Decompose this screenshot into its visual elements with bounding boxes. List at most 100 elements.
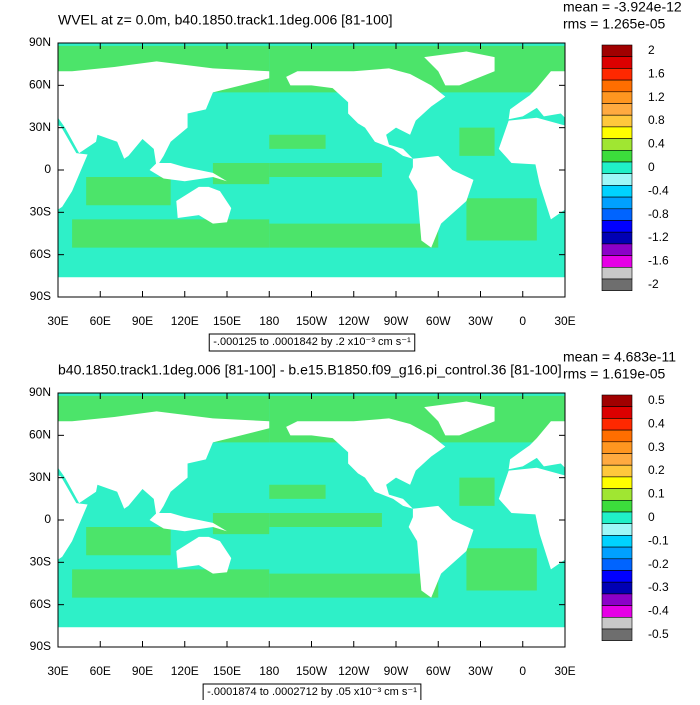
x-tick-label: 30E	[47, 314, 68, 328]
colorbar-box	[601, 535, 633, 548]
green-region	[269, 573, 439, 598]
green-region	[72, 569, 270, 598]
green-region	[269, 223, 439, 248]
colorbar-label: -0.5	[648, 627, 669, 641]
info-text: -.000125 to .0001842 by .2 x10⁻³ cm s⁻¹	[213, 336, 411, 348]
colorbar-box	[601, 581, 633, 595]
colorbar-label: 0.5	[648, 393, 665, 407]
colorbar-box	[601, 558, 633, 571]
land	[408, 155, 474, 248]
y-tick-label: 60S	[30, 247, 51, 261]
green-region	[459, 127, 495, 156]
green-region	[466, 198, 537, 241]
x-tick-label: 180	[259, 314, 279, 328]
green-region	[212, 162, 270, 185]
colorbar-label: 0.2	[648, 463, 665, 477]
colorbar-box	[601, 150, 633, 163]
colorbar-label: -0.2	[648, 557, 669, 571]
y-tick-label: 90N	[29, 35, 51, 49]
x-tick-label: 150W	[296, 314, 328, 328]
colorbar-label: 2	[648, 43, 655, 57]
colorbar-box	[601, 278, 633, 291]
y-tick-label: 30S	[30, 555, 51, 569]
x-tick-label: 0	[519, 314, 526, 328]
colorbar-box	[601, 91, 633, 104]
map-panel: 30E 60E 90E 120E 150E 180 150W 120W 90W 60W 30W 0 30…	[0, 349, 700, 702]
x-tick-label: 90W	[384, 664, 409, 678]
x-tick-label: 30E	[554, 314, 575, 328]
green-region	[459, 477, 495, 506]
colorbar-box	[601, 243, 633, 256]
colorbar-box	[601, 44, 633, 57]
green-region	[269, 512, 382, 528]
y-tick-label: 60N	[29, 78, 51, 92]
colorbar-box	[601, 406, 633, 419]
colorbar-box	[601, 185, 633, 198]
land	[683, 537, 700, 574]
land	[176, 186, 232, 224]
mean-stat: mean = 4.683e-11	[563, 349, 676, 365]
green-region	[466, 548, 537, 591]
green-region	[0, 548, 30, 590]
green-region	[0, 198, 30, 240]
colorbar-box	[601, 616, 633, 630]
green-region	[212, 512, 270, 535]
colorbar-box	[601, 441, 633, 454]
x-tick-label: 120W	[338, 314, 370, 328]
panel-title: b40.1850.track1.1deg.006 [81-100] - b.e1…	[58, 362, 562, 378]
colorbar-box	[601, 523, 633, 536]
colorbar-box	[601, 453, 633, 466]
colorbar-box	[601, 488, 633, 501]
info-box: -.0001874 to .0002712 by .05 x10⁻³ cm s⁻…	[202, 683, 422, 702]
colorbar-box	[601, 429, 633, 443]
colorbar-box	[601, 499, 633, 513]
green-region	[269, 134, 326, 149]
land	[683, 187, 700, 224]
colorbar-label: 1.2	[648, 90, 665, 104]
green-region	[269, 162, 382, 178]
colorbar-box	[601, 196, 633, 210]
land	[286, 418, 446, 509]
map-fill	[0, 43, 700, 297]
x-tick-label: 90E	[132, 314, 153, 328]
land	[424, 401, 495, 436]
colorbar-label: -2	[648, 277, 659, 291]
colorbar-box	[601, 476, 633, 489]
land	[657, 163, 700, 181]
colorbar-label: -0.8	[648, 207, 669, 221]
green-region	[86, 527, 171, 556]
colorbar-label: 0.3	[648, 440, 665, 454]
colorbar-label: 0	[648, 510, 655, 524]
colorbar-box	[601, 464, 633, 478]
x-tick-label: 60W	[426, 664, 451, 678]
land	[286, 68, 446, 159]
colorbar-label: -1.6	[648, 254, 669, 268]
y-tick-label: 90S	[30, 289, 51, 303]
green-region	[72, 219, 270, 248]
x-tick-label: 90E	[132, 664, 153, 678]
x-tick-label: 0	[519, 664, 526, 678]
colorbar-box	[601, 173, 633, 186]
colorbar-label: 0.4	[648, 416, 665, 430]
x-tick-label: 180	[259, 664, 279, 678]
x-tick-label: 30E	[47, 664, 68, 678]
land	[508, 421, 565, 470]
colorbar-label: 1.6	[648, 66, 665, 80]
y-tick-label: 0	[44, 162, 51, 176]
y-tick-label: 90N	[29, 385, 51, 399]
colorbar-box	[601, 161, 633, 174]
colorbar-label: -0.4	[648, 604, 669, 618]
x-tick-label: 150W	[296, 664, 328, 678]
colorbar-label: -0.1	[648, 533, 669, 547]
colorbar-box	[601, 394, 633, 407]
colorbar-label: 0.1	[648, 487, 665, 501]
x-tick-label: 60E	[90, 664, 111, 678]
map-panel: 30E 60E 90E 120E 150E 180 150W 120W 90W 60W 30W 0 30…	[0, 0, 700, 352]
rms-stat: rms = 1.265e-05	[563, 16, 666, 32]
colorbar-box	[601, 138, 633, 151]
land	[408, 505, 474, 598]
mean-stat: mean = -3.924e-12	[563, 0, 682, 15]
y-tick-label: 90S	[30, 639, 51, 653]
colorbar-box	[601, 255, 633, 268]
